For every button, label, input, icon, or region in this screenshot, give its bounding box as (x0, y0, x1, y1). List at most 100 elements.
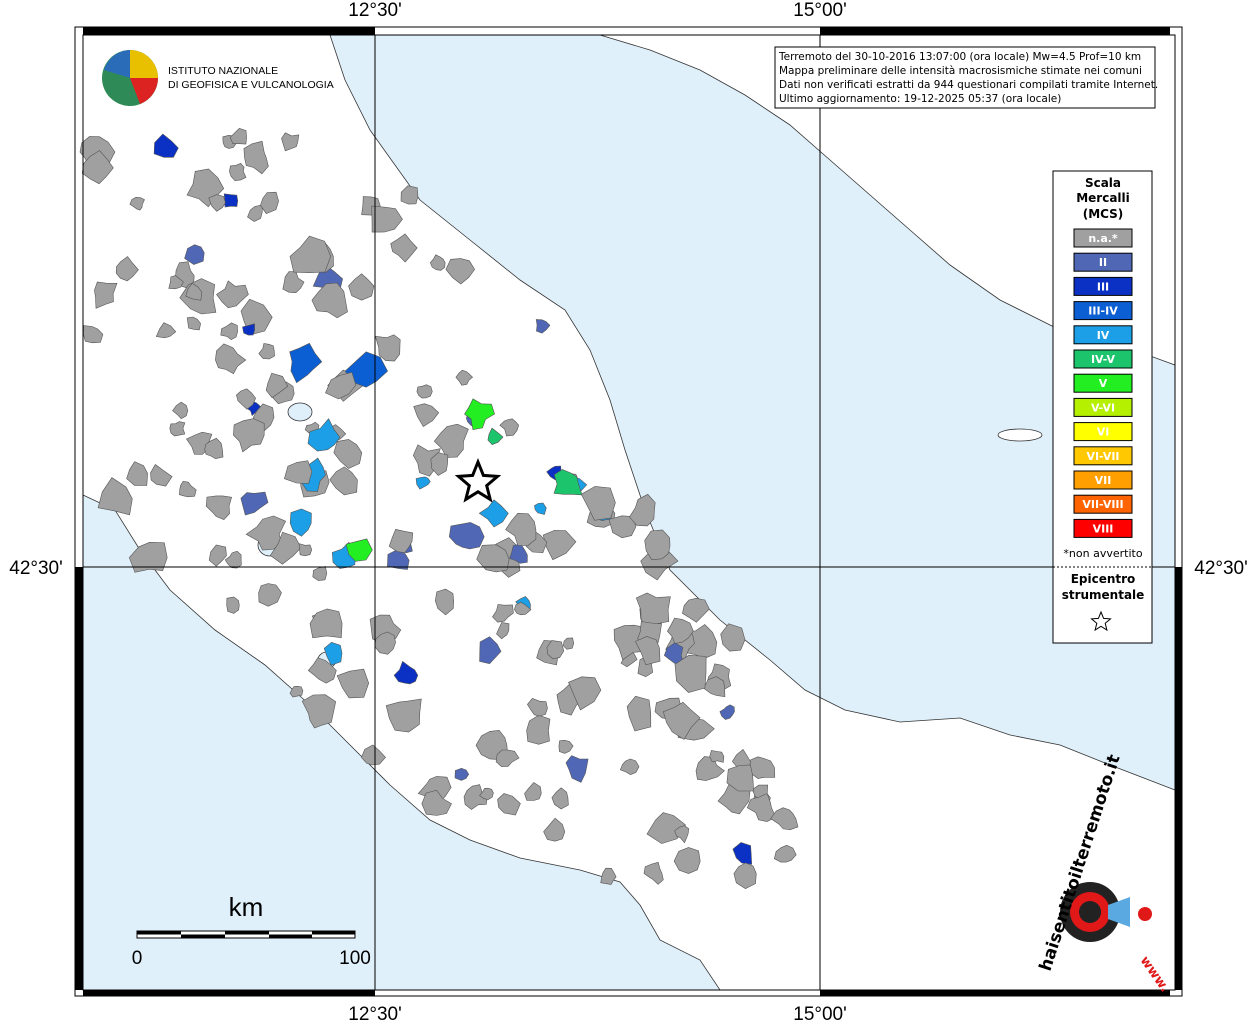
frame (74, 26, 1183, 997)
municipality (309, 608, 343, 639)
municipality (719, 704, 735, 720)
municipality (492, 604, 514, 623)
municipality (205, 495, 232, 521)
ingv-logo: ISTITUTO NAZIONALE DI GEOFISICA E VULCAN… (102, 50, 334, 106)
municipality (524, 782, 542, 801)
municipality (129, 196, 145, 211)
info-line: Ultimo aggiornamento: 19-12-2025 05:37 (… (779, 93, 1061, 105)
municipality (626, 695, 652, 732)
municipality (553, 469, 583, 496)
legend-swatch (1073, 325, 1133, 345)
legend-label: IV-V (1091, 353, 1116, 366)
legend-star (1090, 610, 1112, 632)
lon-label: 15°00' (793, 1004, 847, 1024)
municipality (499, 418, 520, 437)
info-line: Dati non verificati estratti da 944 ques… (779, 79, 1158, 91)
municipality (644, 529, 671, 561)
border-tick (820, 990, 1170, 996)
municipality (204, 437, 224, 460)
municipality (301, 694, 337, 729)
municipality (371, 205, 403, 233)
municipality (416, 384, 433, 399)
legend-title: Scala (1085, 176, 1121, 190)
municipality (216, 280, 249, 309)
municipality (169, 421, 186, 437)
legend-swatch (1073, 252, 1133, 272)
municipality (387, 549, 410, 570)
municipality (311, 282, 348, 319)
lat-label: 42°30' (9, 558, 63, 579)
croatia-land (599, 34, 1176, 366)
scale-segment (137, 931, 181, 935)
municipality (215, 343, 247, 375)
municipality (535, 319, 551, 334)
municipality (463, 784, 488, 810)
legend-swatch (1073, 301, 1133, 321)
municipality (153, 133, 179, 158)
municipality (421, 789, 452, 816)
municipality (770, 807, 799, 831)
municipality (580, 486, 616, 521)
municipality (323, 641, 343, 666)
municipality (329, 466, 358, 496)
municipality (184, 244, 205, 265)
municipality (289, 508, 312, 537)
municipality (543, 817, 566, 842)
municipality (128, 541, 168, 573)
legend-label: n.a.* (1088, 232, 1118, 245)
municipality (150, 464, 173, 487)
municipality (662, 701, 701, 740)
municipality (126, 461, 148, 486)
municipality (514, 601, 532, 616)
municipality (168, 275, 184, 290)
municipality (345, 538, 373, 562)
municipality (393, 660, 419, 685)
municipality (388, 529, 414, 554)
municipality (282, 271, 305, 294)
legend-note: *non avvertito (1063, 547, 1142, 560)
municipality (479, 636, 502, 665)
municipality (454, 767, 470, 781)
border-tick (75, 567, 83, 990)
legend-label: VI (1097, 426, 1110, 439)
municipality (348, 273, 375, 301)
municipality (325, 371, 357, 400)
municipality (223, 193, 239, 208)
municipality (726, 764, 755, 792)
logo-speaker (1108, 897, 1130, 927)
municipality (478, 499, 509, 528)
municipality (433, 423, 469, 458)
municipality (307, 657, 337, 684)
info-box (774, 46, 1156, 109)
municipality (400, 185, 419, 205)
scale-segment (181, 934, 225, 938)
municipality (746, 793, 777, 822)
municipality (269, 531, 302, 565)
municipality (674, 654, 707, 693)
municipality (155, 322, 177, 339)
municipality (284, 460, 313, 484)
municipality (487, 427, 504, 446)
legend-swatch (1073, 349, 1133, 369)
municipality (476, 544, 510, 573)
municipality (600, 867, 617, 885)
legend-label: III-IV (1088, 305, 1118, 318)
municipality (361, 744, 386, 766)
municipality (619, 758, 640, 776)
border-tick (1175, 567, 1182, 990)
scale-segment (225, 931, 269, 935)
legend-swatch (1073, 518, 1133, 538)
lon-label: 12°30' (348, 1004, 402, 1024)
logo-segment (130, 50, 158, 78)
legend-epicenter: Epicentro (1071, 572, 1136, 586)
scale-bar: km 0 100 (132, 892, 371, 969)
municipality (667, 617, 694, 644)
legend-label: VIII (1093, 522, 1114, 535)
lon-label: 15°00' (793, 0, 847, 21)
municipality (265, 372, 289, 399)
municipality (629, 493, 656, 527)
municipality (233, 418, 265, 453)
municipality (298, 543, 313, 557)
legend-swatch (1073, 373, 1133, 393)
municipality (509, 543, 528, 564)
